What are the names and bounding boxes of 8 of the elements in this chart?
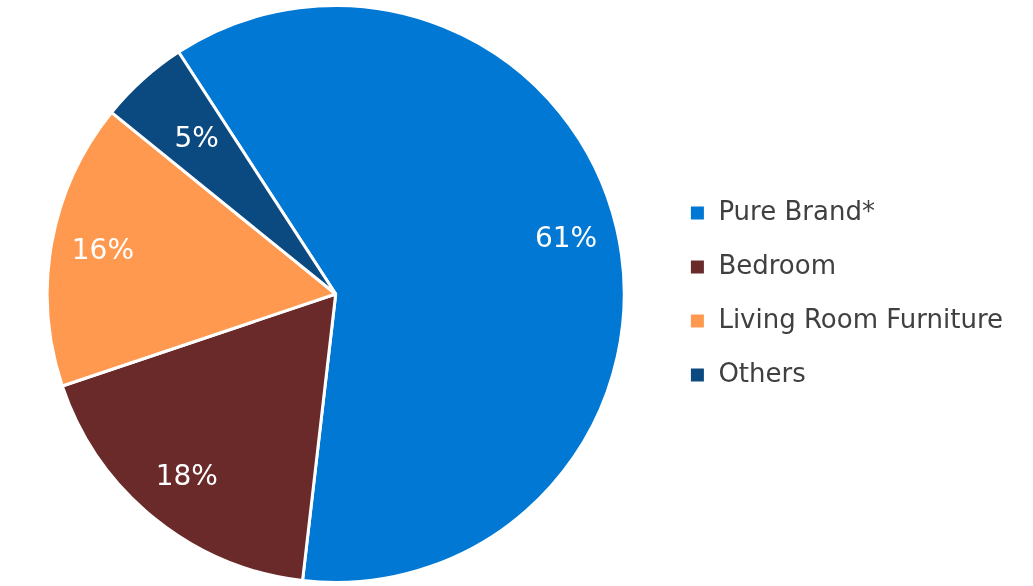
legend-label: Pure Brand* <box>718 195 875 226</box>
legend-label: Bedroom <box>718 249 837 280</box>
data-label: 16% <box>71 233 134 267</box>
data-label: 61% <box>534 221 598 255</box>
legend-label: Living Room Furniture <box>718 303 1004 334</box>
legend-label: Others <box>718 357 806 388</box>
data-label: 18% <box>155 459 218 493</box>
data-label: 5% <box>174 120 219 154</box>
